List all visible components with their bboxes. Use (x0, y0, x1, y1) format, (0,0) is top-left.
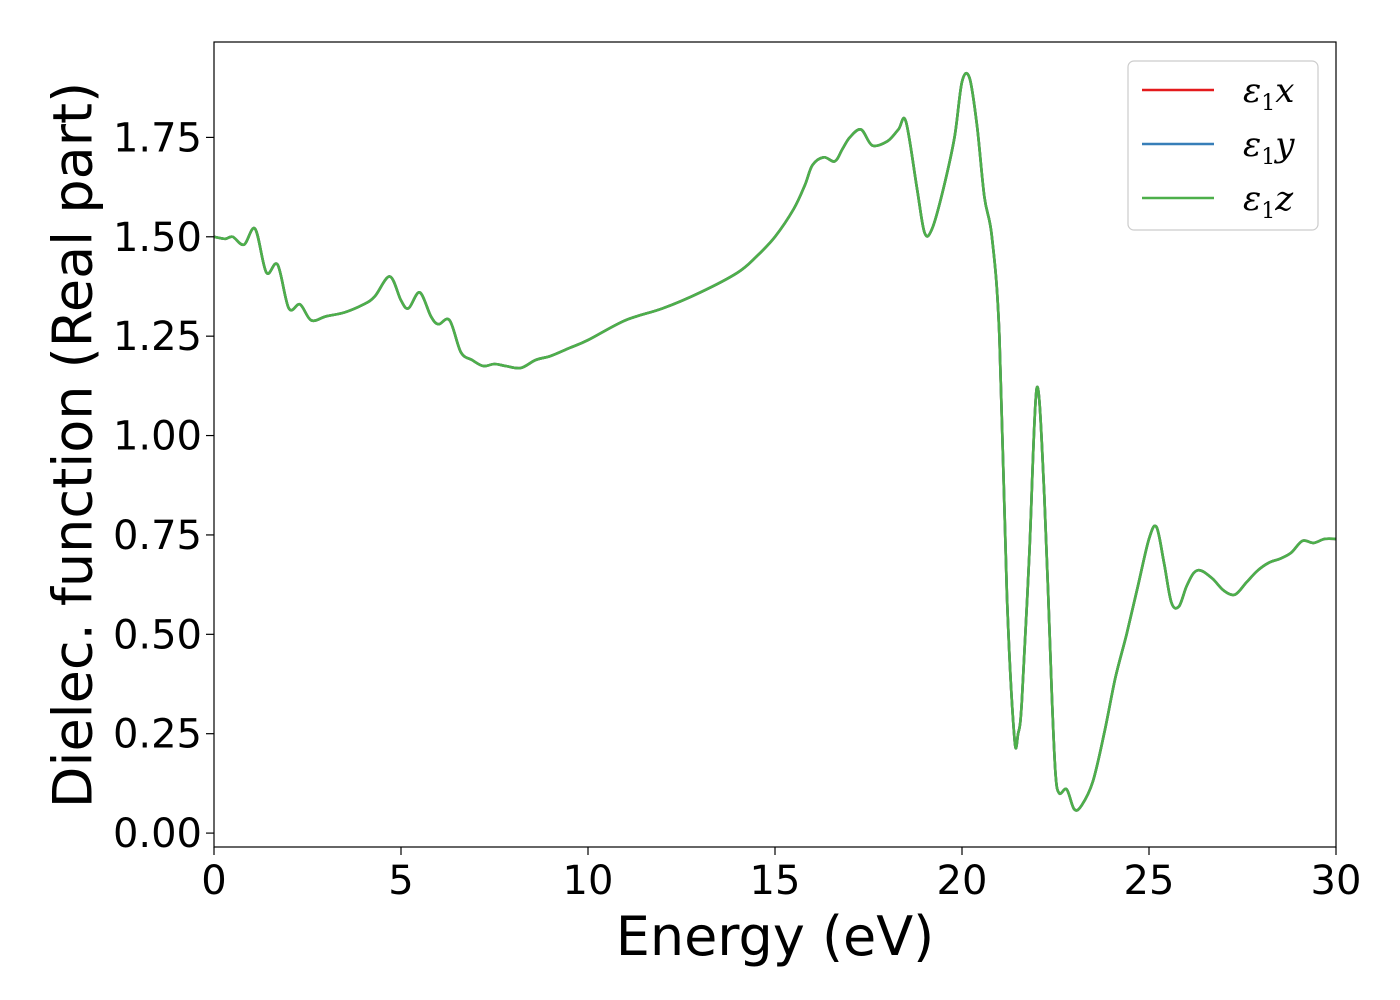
series-line-3 (213, 71, 1337, 812)
legend: ε1x ε1y ε1z (1127, 60, 1319, 231)
x-tick-label: 20 (937, 858, 988, 904)
x-tick-label: 5 (388, 858, 413, 904)
x-tick-label: 0 (201, 858, 226, 904)
x-tick-label: 10 (563, 858, 614, 904)
y-axis-title: Dielec. function (Real part) (42, 82, 105, 808)
y-tick-label: 1.75 (113, 115, 202, 161)
x-tick-label: 15 (750, 858, 801, 904)
legend-box (1127, 60, 1319, 231)
x-tick-label: 25 (1124, 858, 1175, 904)
y-axis: 0.00 0.25 0.50 0.75 1.00 1.25 1.50 1.75 (113, 115, 214, 857)
y-tick-label: 0.00 (113, 811, 202, 857)
legend-label-2: ε1y (1243, 125, 1295, 170)
y-tick-label: 1.50 (113, 215, 202, 261)
y-tick-label: 1.00 (113, 414, 202, 460)
y-tick-label: 0.75 (113, 513, 202, 559)
y-tick-label: 1.25 (113, 314, 202, 360)
x-axis: 0 5 10 15 20 25 30 (201, 847, 1361, 904)
x-axis-title: Energy (eV) (616, 905, 935, 968)
legend-label-1: ε1x (1243, 71, 1294, 116)
legend-label-3: ε1z (1243, 179, 1294, 224)
y-tick-label: 0.50 (113, 612, 202, 658)
x-tick-label: 30 (1311, 858, 1362, 904)
y-tick-label: 0.25 (113, 712, 202, 758)
series-layer (213, 71, 1337, 812)
